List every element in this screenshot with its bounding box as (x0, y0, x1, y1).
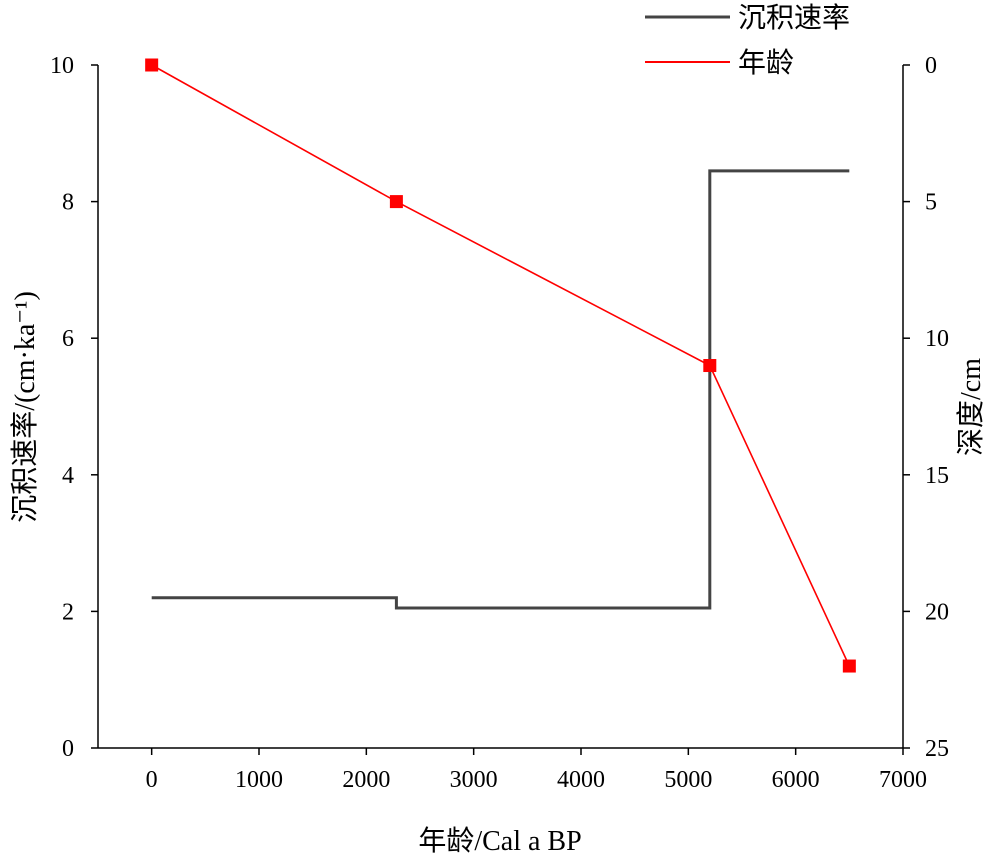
left-y-axis-tick-label: 2 (62, 599, 74, 625)
left-y-axis-title: 沉积速率/(cm·ka⁻¹) (9, 291, 41, 523)
right-y-axis-tick-label: 15 (925, 463, 949, 489)
age-data-point (389, 195, 403, 209)
right-y-axis-title: 深度/cm (955, 358, 987, 456)
x-axis-tick-label: 1000 (235, 767, 283, 793)
plot-area: 0 1000 2000 3000 4000 5000 6000 7000 0 2 4 6 8 10 0 5 10… (50, 53, 949, 793)
legend-label-sedimentation-rate: 沉积速率 (738, 2, 850, 34)
x-axis-tick-label: 6000 (772, 767, 820, 793)
legend: 沉积速率 年龄 (645, 2, 850, 79)
left-y-axis-tick-label: 8 (62, 190, 74, 216)
left-y-axis-tick-label: 10 (50, 53, 74, 79)
age-data-point (145, 58, 159, 72)
right-y-axis-tick-label: 0 (925, 53, 937, 79)
right-y-axis-tick-label: 5 (925, 190, 937, 216)
left-y-axis-tick-label: 6 (62, 326, 74, 352)
right-y-axis-tick-label: 10 (925, 326, 949, 352)
x-axis-tick-label: 0 (146, 767, 158, 793)
age-line (151, 64, 851, 667)
age-data-point (842, 659, 856, 673)
left-y-axis-tick-label: 0 (62, 736, 74, 762)
right-y-axis-tick-label: 20 (925, 599, 949, 625)
sedimentation-rate-line (151, 169, 850, 610)
x-axis-tick-label: 5000 (664, 767, 712, 793)
x-axis-tick-label: 7000 (879, 767, 927, 793)
x-axis-tick-label: 4000 (557, 767, 605, 793)
x-axis-title: 年龄/Cal a BP (418, 825, 581, 857)
x-axis-tick-label: 3000 (450, 767, 498, 793)
right-y-axis-tick-label: 25 (925, 736, 949, 762)
legend-label-age: 年龄 (738, 47, 794, 79)
x-axis-tick-label: 2000 (342, 767, 390, 793)
age-data-point (703, 359, 717, 373)
left-y-axis-tick-label: 4 (62, 463, 74, 489)
